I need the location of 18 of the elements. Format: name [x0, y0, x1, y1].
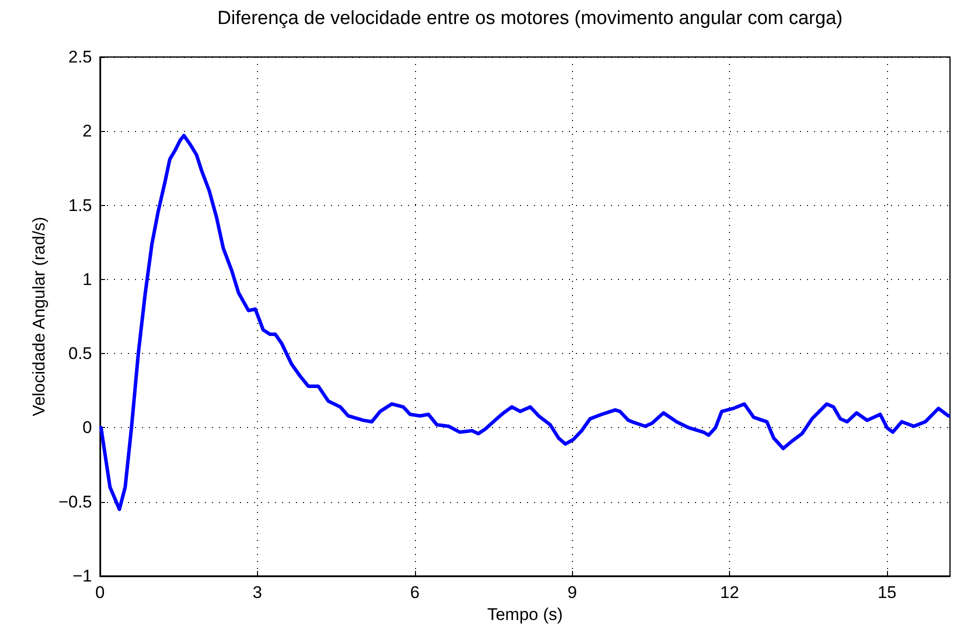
y-tick-label: 2.5: [68, 48, 92, 66]
y-tick-label: 0: [82, 418, 92, 438]
y-tick-label: 1: [82, 270, 92, 289]
chart-title: Diferença de velocidade entre os motores (movimento angular com carga): [217, 8, 843, 29]
x-tick-label: 15: [878, 583, 896, 602]
y-tick-label: 0.5: [68, 344, 92, 364]
x-axis-title: Tempo (s): [487, 604, 563, 624]
y-tick-label: 2: [82, 122, 92, 141]
line-series: [99, 134, 950, 512]
x-tick-label: 12: [720, 583, 740, 602]
x-tick-label: 6: [410, 583, 420, 602]
x-tick-label: 3: [252, 583, 262, 602]
y-tick-label: 1.5: [68, 196, 92, 215]
y-tick-label: −0.5: [58, 492, 92, 512]
x-tick-label: 9: [567, 583, 577, 602]
x-tick-label: 0: [95, 583, 105, 602]
y-tick-label: −1: [72, 566, 92, 586]
y-axis-title: Velocidade Angular (rad/s): [30, 216, 49, 416]
